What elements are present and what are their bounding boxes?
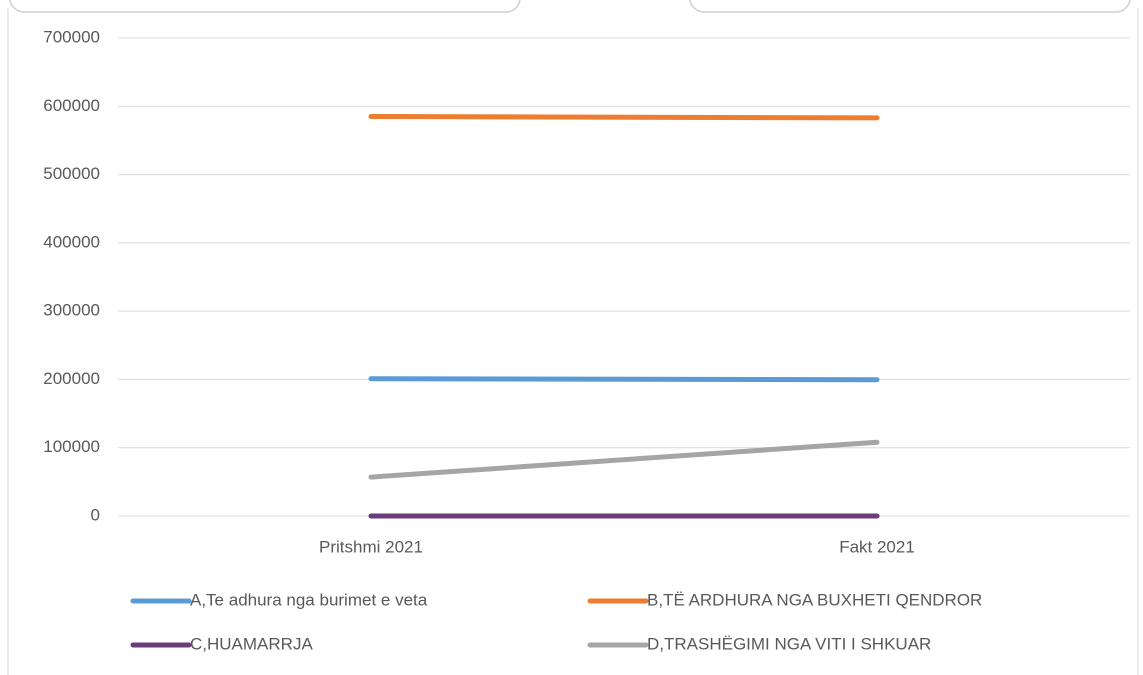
y-tick-label: 100000 xyxy=(43,437,100,456)
legend-label: A,Te adhura nga burimet e veta xyxy=(190,590,428,609)
legend-label: D,TRASHËGIMI NGA VITI I SHKUAR xyxy=(647,634,931,653)
legend-label: B,TË ARDHURA NGA BUXHETI QENDROR xyxy=(647,590,982,609)
ui-shape xyxy=(689,0,1131,13)
y-tick-label: 700000 xyxy=(43,27,100,46)
series-line xyxy=(368,376,880,383)
y-tick-label: 500000 xyxy=(43,164,100,183)
y-tick-label: 0 xyxy=(91,505,100,524)
series-line xyxy=(368,439,880,480)
y-tick-label: 200000 xyxy=(43,369,100,388)
y-tick-label: 300000 xyxy=(43,301,100,320)
y-tick-label: 400000 xyxy=(43,232,100,251)
y-tick-label: 600000 xyxy=(43,96,100,115)
x-tick-label: Fakt 2021 xyxy=(839,537,915,556)
legend-label: C,HUAMARRJA xyxy=(190,634,313,653)
ui-shape xyxy=(9,0,521,13)
x-tick-label: Pritshmi 2021 xyxy=(319,537,423,556)
series-line xyxy=(368,114,880,121)
